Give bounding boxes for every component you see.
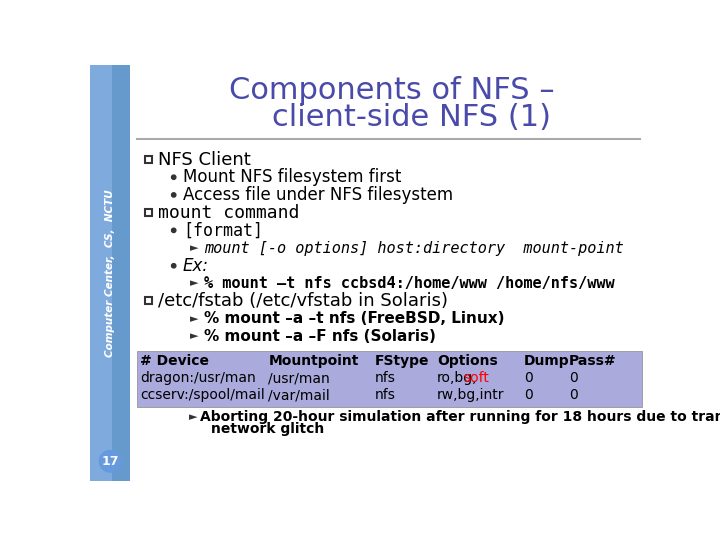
Text: 0: 0 [569, 371, 577, 385]
FancyBboxPatch shape [130, 65, 648, 146]
Text: Access file under NFS filesystem: Access file under NFS filesystem [183, 186, 453, 204]
Text: dragon:/usr/man: dragon:/usr/man [140, 371, 256, 385]
Text: /var/mail: /var/mail [269, 388, 330, 402]
Text: [format]: [format] [183, 221, 263, 239]
Text: Aborting 20-hour simulation after running for 18 hours due to transient: Aborting 20-hour simulation after runnin… [200, 410, 720, 424]
Text: ccserv:/spool/mail: ccserv:/spool/mail [140, 388, 265, 402]
Text: nfs: nfs [375, 371, 396, 385]
Circle shape [171, 264, 176, 268]
Text: 0: 0 [524, 388, 533, 402]
Text: % mount –t nfs ccbsd4:/home/www /home/nfs/www: % mount –t nfs ccbsd4:/home/www /home/nf… [204, 276, 615, 291]
Text: ro,bg,: ro,bg, [437, 371, 477, 385]
Text: Options: Options [437, 354, 498, 368]
FancyBboxPatch shape [90, 65, 112, 481]
Text: ►: ► [190, 243, 199, 253]
Text: ►: ► [190, 314, 199, 324]
Text: client-side NFS (1): client-side NFS (1) [233, 103, 552, 132]
Text: Dump: Dump [524, 354, 570, 368]
Text: Mount NFS filesystem first: Mount NFS filesystem first [183, 168, 401, 186]
Text: /etc/fstab (/etc/vfstab in Solaris): /etc/fstab (/etc/vfstab in Solaris) [158, 292, 448, 310]
Text: FStype: FStype [375, 354, 430, 368]
Text: # Device: # Device [140, 354, 210, 368]
Text: 17: 17 [102, 455, 119, 468]
Text: rw,bg,intr: rw,bg,intr [437, 388, 505, 402]
Text: /usr/man: /usr/man [269, 371, 330, 385]
Text: Mountpoint: Mountpoint [269, 354, 359, 368]
Text: 0: 0 [524, 371, 533, 385]
FancyBboxPatch shape [137, 351, 642, 407]
Text: Pass#: Pass# [569, 354, 616, 368]
Text: soft: soft [463, 371, 489, 385]
Text: NFS Client: NFS Client [158, 151, 251, 168]
Circle shape [171, 193, 176, 197]
Text: network glitch: network glitch [211, 422, 324, 436]
Text: Computer Center,  CS,  NCTU: Computer Center, CS, NCTU [105, 189, 115, 356]
Text: nfs: nfs [375, 388, 396, 402]
Circle shape [171, 228, 176, 233]
Text: Components of NFS –: Components of NFS – [230, 76, 555, 105]
Text: % mount –a –F nfs (Solaris): % mount –a –F nfs (Solaris) [204, 329, 436, 344]
FancyBboxPatch shape [90, 65, 130, 481]
Text: ►: ► [190, 279, 199, 288]
Text: 0: 0 [569, 388, 577, 402]
Text: mount [-o options] host:directory  mount-point: mount [-o options] host:directory mount-… [204, 240, 624, 255]
Text: mount command: mount command [158, 204, 300, 221]
Text: ►: ► [189, 411, 197, 422]
Circle shape [99, 450, 121, 472]
Text: ►: ► [190, 332, 199, 342]
Circle shape [171, 175, 176, 179]
Text: % mount –a –t nfs (FreeBSD, Linux): % mount –a –t nfs (FreeBSD, Linux) [204, 312, 505, 326]
Text: Ex:: Ex: [183, 256, 209, 275]
